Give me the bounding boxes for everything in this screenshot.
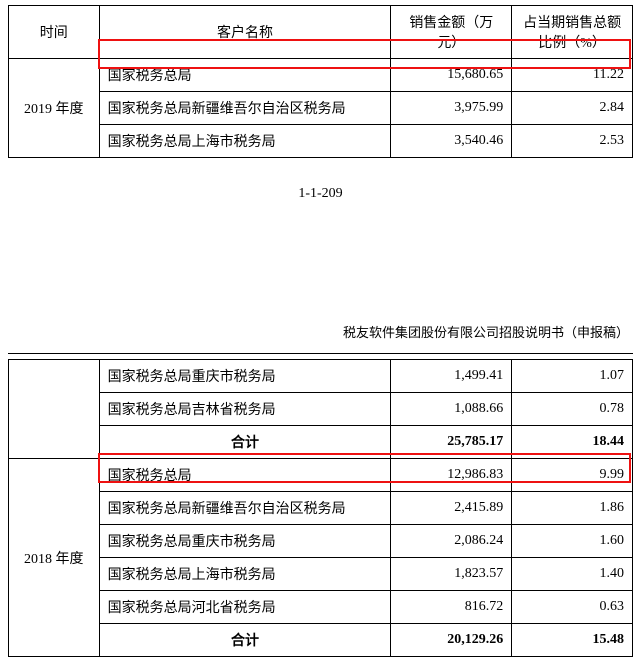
amount-cell: 1,088.66 — [391, 393, 512, 426]
amount-cell: 816.72 — [391, 591, 512, 624]
amount-cell: 2,086.24 — [391, 525, 512, 558]
customer-name: 国家税务总局新疆维吾尔自治区税务局 — [99, 92, 391, 125]
header-amount: 销售金额（万元） — [391, 6, 512, 59]
pct-cell: 1.60 — [512, 525, 633, 558]
total-label: 合计 — [99, 624, 391, 657]
pct-cell: 9.99 — [512, 459, 633, 492]
sales-table-2018: 国家税务总局重庆市税务局 1,499.41 1.07 国家税务总局吉林省税务局 … — [8, 359, 633, 657]
amount-cell: 3,975.99 — [391, 92, 512, 125]
header-name: 客户名称 — [99, 6, 391, 59]
pct-cell: 2.84 — [512, 92, 633, 125]
table-row: 国家税务总局新疆维吾尔自治区税务局 3,975.99 2.84 — [9, 92, 633, 125]
customer-name: 国家税务总局上海市税务局 — [99, 558, 391, 591]
period-cell: 2018 年度 — [9, 459, 100, 657]
amount-cell: 2,415.89 — [391, 492, 512, 525]
total-amount: 20,129.26 — [391, 624, 512, 657]
table-row: 国家税务总局吉林省税务局 1,088.66 0.78 — [9, 393, 633, 426]
sales-table-2019: 时间 客户名称 销售金额（万元） 占当期销售总额比例（%） 2019 年度 国家… — [8, 5, 633, 158]
customer-name: 国家税务总局重庆市税务局 — [99, 360, 391, 393]
period-cell-empty — [9, 360, 100, 459]
table-row: 国家税务总局重庆市税务局 1,499.41 1.07 — [9, 360, 633, 393]
pct-cell: 1.86 — [512, 492, 633, 525]
pct-cell: 1.40 — [512, 558, 633, 591]
total-label: 合计 — [99, 426, 391, 459]
total-pct: 18.44 — [512, 426, 633, 459]
pct-cell: 0.63 — [512, 591, 633, 624]
pct-cell: 0.78 — [512, 393, 633, 426]
amount-cell: 1,499.41 — [391, 360, 512, 393]
customer-name: 国家税务总局 — [99, 59, 391, 92]
table-row: 国家税务总局河北省税务局 816.72 0.63 — [9, 591, 633, 624]
amount-cell: 15,680.65 — [391, 59, 512, 92]
pct-cell: 2.53 — [512, 125, 633, 158]
customer-name: 国家税务总局 — [99, 459, 391, 492]
amount-cell: 3,540.46 — [391, 125, 512, 158]
header-period: 时间 — [9, 6, 100, 59]
table-row: 国家税务总局重庆市税务局 2,086.24 1.60 — [9, 525, 633, 558]
table-row: 国家税务总局新疆维吾尔自治区税务局 2,415.89 1.86 — [9, 492, 633, 525]
table-total-row: 合计 25,785.17 18.44 — [9, 426, 633, 459]
page-number: 1-1-209 — [0, 186, 641, 202]
customer-name: 国家税务总局重庆市税务局 — [99, 525, 391, 558]
table1-wrap: 时间 客户名称 销售金额（万元） 占当期销售总额比例（%） 2019 年度 国家… — [0, 5, 641, 158]
amount-cell: 1,823.57 — [391, 558, 512, 591]
pct-cell: 11.22 — [512, 59, 633, 92]
period-cell: 2019 年度 — [9, 59, 100, 158]
horizontal-rule — [8, 353, 633, 354]
total-amount: 25,785.17 — [391, 426, 512, 459]
amount-cell: 12,986.83 — [391, 459, 512, 492]
customer-name: 国家税务总局新疆维吾尔自治区税务局 — [99, 492, 391, 525]
header-pct: 占当期销售总额比例（%） — [512, 6, 633, 59]
table-header-row: 时间 客户名称 销售金额（万元） 占当期销售总额比例（%） — [9, 6, 633, 59]
customer-name: 国家税务总局上海市税务局 — [99, 125, 391, 158]
table-row: 2018 年度 国家税务总局 12,986.83 9.99 — [9, 459, 633, 492]
table-row: 国家税务总局上海市税务局 1,823.57 1.40 — [9, 558, 633, 591]
customer-name: 国家税务总局吉林省税务局 — [99, 393, 391, 426]
document-subtitle: 税友软件集团股份有限公司招股说明书（申报稿） — [8, 322, 633, 341]
table-total-row: 合计 20,129.26 15.48 — [9, 624, 633, 657]
table-row: 2019 年度 国家税务总局 15,680.65 11.22 — [9, 59, 633, 92]
table2-wrap: 国家税务总局重庆市税务局 1,499.41 1.07 国家税务总局吉林省税务局 … — [0, 359, 641, 657]
total-pct: 15.48 — [512, 624, 633, 657]
pct-cell: 1.07 — [512, 360, 633, 393]
table-row: 国家税务总局上海市税务局 3,540.46 2.53 — [9, 125, 633, 158]
customer-name: 国家税务总局河北省税务局 — [99, 591, 391, 624]
